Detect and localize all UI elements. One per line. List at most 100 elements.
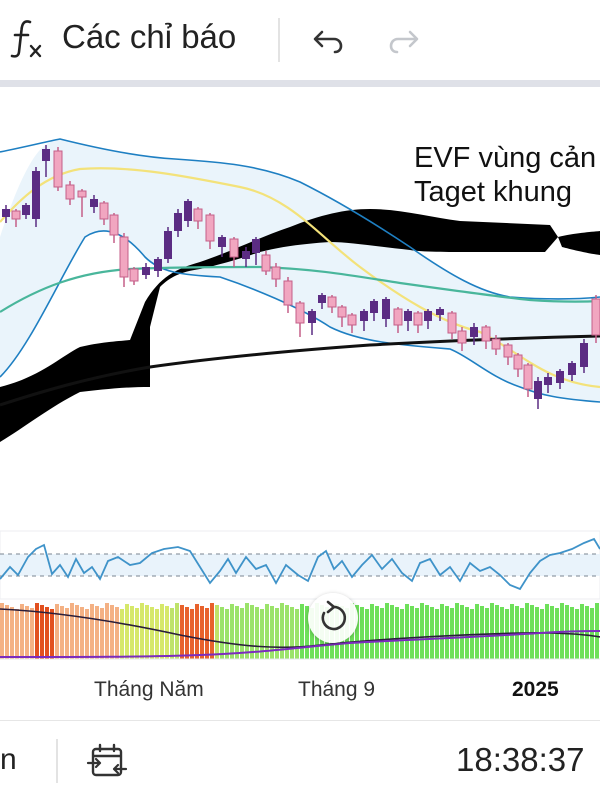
volume-bar (55, 604, 59, 659)
volume-bar (60, 606, 64, 659)
candle-body (491, 338, 501, 350)
candle-body (261, 254, 271, 272)
volume-bar (530, 605, 534, 659)
volume-bar (245, 603, 249, 659)
volume-bar (480, 606, 484, 659)
oscillator-line (0, 537, 600, 591)
candle-body (360, 311, 368, 321)
candle-body (580, 343, 588, 367)
volume-bar (570, 607, 574, 659)
volume-bar (410, 606, 414, 659)
volume-bar (175, 603, 179, 659)
volume-bar (75, 605, 79, 659)
date-range-button[interactable] (86, 739, 130, 783)
volume-bar (150, 607, 154, 659)
volume-bar (110, 605, 114, 659)
candle-body (2, 209, 10, 217)
candle-body (295, 302, 305, 324)
candle-body (65, 184, 75, 200)
volume-bar (275, 608, 279, 659)
volume-bar (385, 603, 389, 659)
oscillator-band-fill (0, 554, 600, 576)
volume-bar (180, 605, 184, 659)
time-axis-label-september: Tháng 9 (298, 678, 376, 701)
candle-body (556, 371, 564, 383)
price-chart[interactable]: EVF vùng cản Taget khung Tháng Năm Tháng… (0, 87, 600, 720)
candle-body (393, 308, 403, 326)
candle-body (513, 354, 523, 370)
volume-bar (510, 604, 514, 659)
candle-body (436, 309, 444, 315)
volume-bar (220, 607, 224, 659)
volume-bar (120, 609, 124, 659)
ichimoku-cloud-bear (558, 231, 600, 255)
volume-bar (200, 606, 204, 659)
redo-button[interactable] (384, 20, 428, 60)
volume-bar (205, 608, 209, 659)
chart-canvas[interactable] (0, 87, 600, 720)
candle-body (308, 311, 316, 323)
top-toolbar: Các chỉ báo (0, 0, 600, 80)
reset-icon (321, 600, 347, 631)
indicators-button[interactable]: Các chỉ báo (62, 18, 237, 55)
volume-bar (240, 608, 244, 659)
candle-body (22, 205, 30, 215)
candle-body (382, 299, 390, 319)
volume-bar (40, 605, 44, 659)
toolbar-divider (278, 18, 280, 62)
mid-moving-average (0, 265, 600, 313)
volume-bar (35, 603, 39, 659)
volume-bar (490, 603, 494, 659)
reset-chart-button[interactable] (308, 593, 358, 643)
volume-bar (450, 608, 454, 659)
volume-line-purple (0, 630, 600, 658)
volume-bar (540, 609, 544, 659)
volume-bar (295, 609, 299, 659)
candle-body (193, 208, 203, 222)
volume-bar (260, 609, 264, 659)
volume-bar (290, 607, 294, 659)
volume-bar (195, 604, 199, 659)
volume-bar (525, 603, 529, 659)
candle-body (568, 363, 576, 375)
undo-button[interactable] (304, 20, 348, 60)
volume-bar (370, 604, 374, 659)
undo-icon (313, 30, 343, 54)
volume-bar (255, 607, 259, 659)
volume-bar (310, 608, 314, 659)
volume-bar (70, 603, 74, 659)
volume-bar (45, 607, 49, 659)
candle-body (90, 199, 98, 207)
volume-bar (145, 605, 149, 659)
candle-body (129, 268, 139, 282)
volume-bar (420, 603, 424, 659)
chart-annotation-line1: EVF vùng cản (414, 142, 597, 174)
candle-body (283, 280, 293, 306)
date-range-icon (86, 743, 128, 777)
chart-annotation-line2: Taget khung (414, 176, 573, 208)
volume-bar (135, 608, 139, 659)
candle-body (142, 267, 150, 275)
volume-bar (65, 608, 69, 659)
volume-bar (495, 605, 499, 659)
volume-bar (5, 605, 9, 659)
candle-body (534, 381, 542, 399)
toolbar-separator (0, 80, 600, 87)
volume-bar (475, 604, 479, 659)
function-fx-icon[interactable] (8, 16, 48, 62)
volume-bar (365, 609, 369, 659)
timeframe-label[interactable]: n (0, 743, 17, 776)
candle-body (229, 238, 239, 258)
volume-bar (30, 608, 34, 659)
candle-body (184, 201, 192, 221)
candle-body (119, 236, 129, 278)
volume-bar (0, 603, 4, 659)
candle-body (42, 149, 50, 161)
candle-body (347, 314, 357, 326)
candle-body (242, 251, 250, 259)
candle-body (470, 327, 478, 337)
volume-bar (280, 603, 284, 659)
candle-body (53, 150, 63, 188)
candle-body (481, 326, 491, 342)
volume-bar (115, 607, 119, 659)
